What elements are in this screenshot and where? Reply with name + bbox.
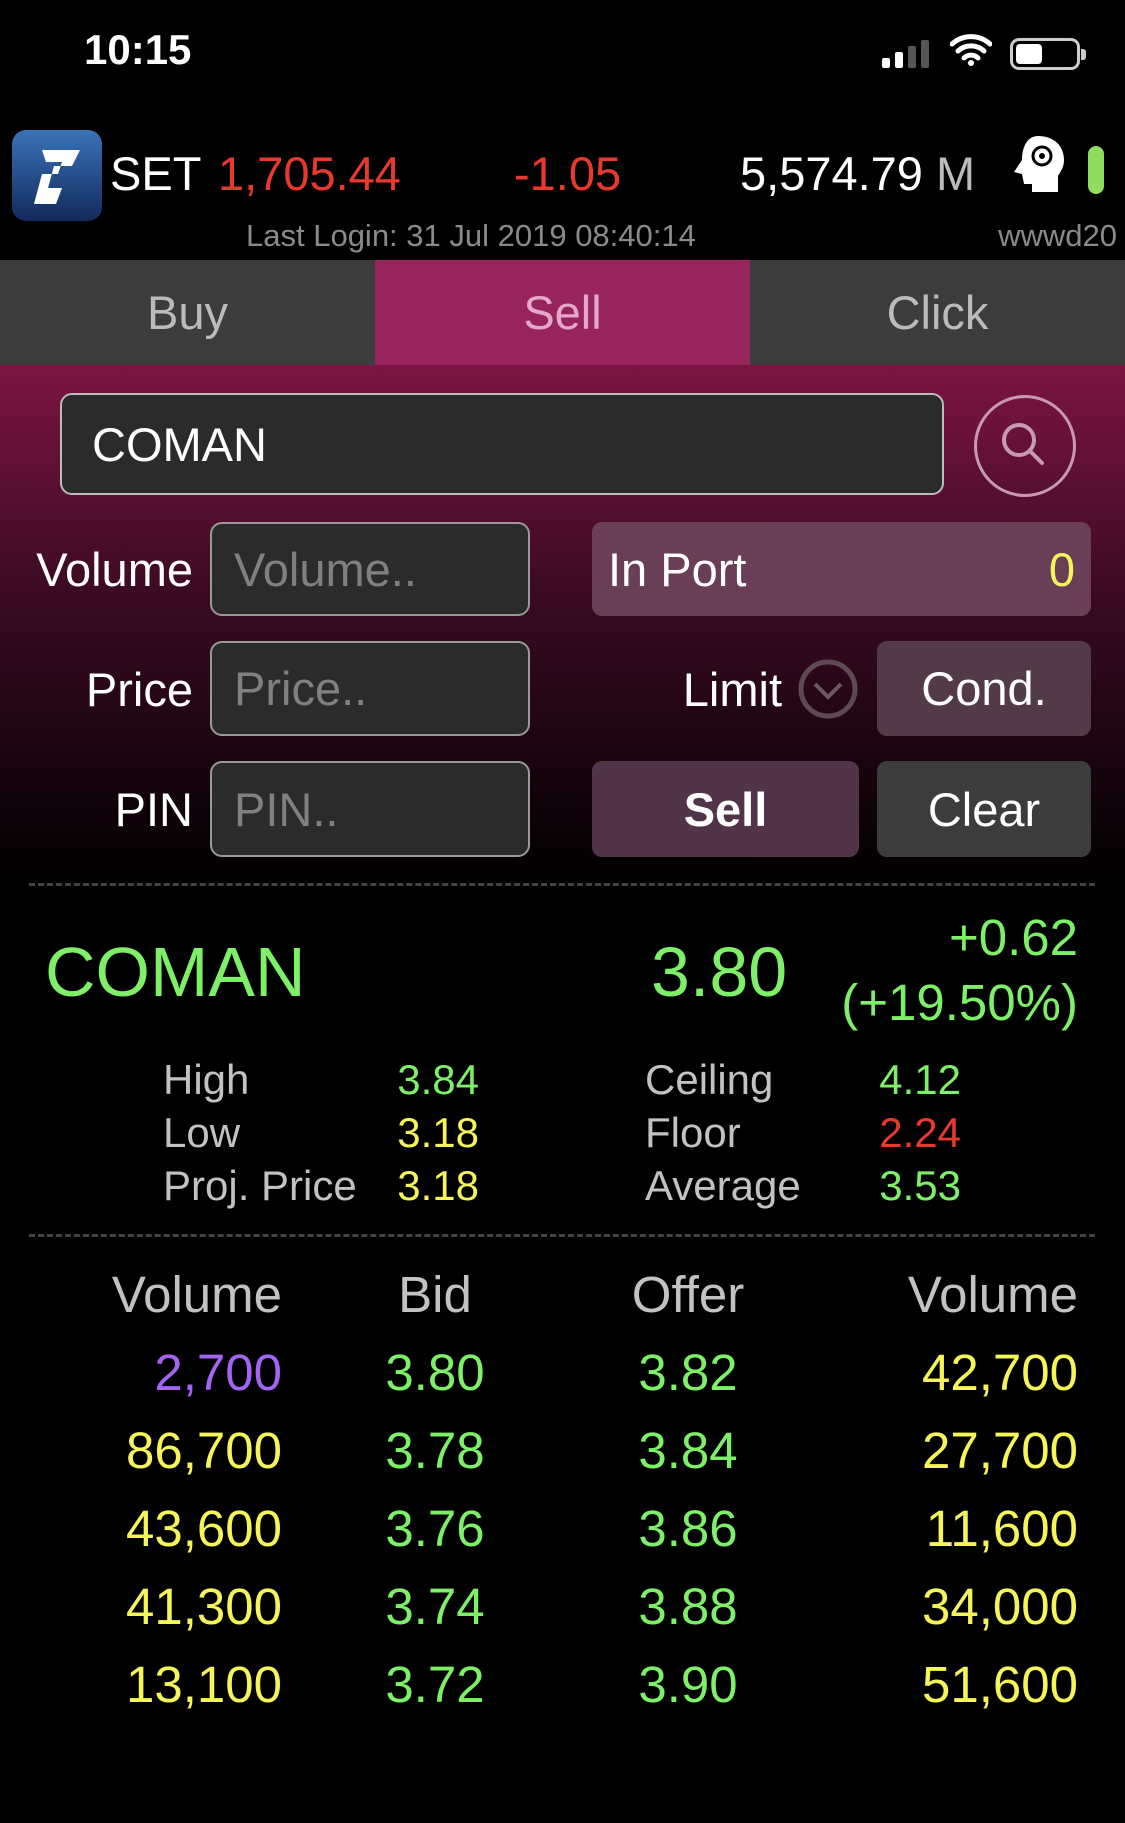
- volume-label: Volume: [36, 543, 193, 596]
- bid-volume: 41,300: [126, 1578, 282, 1635]
- quote-change-pct: (+19.50%): [841, 974, 1078, 1031]
- quote-last-price: 3.80: [651, 933, 788, 1011]
- in-port-value: 0: [1048, 542, 1075, 596]
- order-type-label[interactable]: Limit: [682, 663, 782, 716]
- offer-price[interactable]: 3.88: [638, 1578, 738, 1635]
- offer-price[interactable]: 3.84: [638, 1422, 738, 1479]
- search-icon: [1002, 423, 1044, 465]
- connection-status-icon: [1088, 146, 1104, 194]
- stat-label: High: [163, 1056, 250, 1103]
- app-logo-icon: [12, 130, 102, 221]
- bid-price[interactable]: 3.78: [385, 1422, 485, 1479]
- status-time: 10:15: [84, 26, 192, 73]
- price-label: Price: [85, 663, 193, 716]
- tab-buy[interactable]: Buy: [0, 260, 375, 365]
- quote-change: +0.62: [948, 909, 1078, 966]
- index-change: -1.05: [514, 147, 622, 200]
- turnover-unit: M: [936, 147, 976, 200]
- search-button[interactable]: [974, 395, 1076, 497]
- sell-button[interactable]: Sell: [592, 761, 859, 857]
- tab-sell[interactable]: Sell: [375, 260, 750, 365]
- offer-volume: 27,700: [922, 1422, 1078, 1479]
- divider: [29, 1234, 1095, 1237]
- stat-label: Average: [645, 1162, 801, 1209]
- header-offer: Offer: [631, 1266, 745, 1323]
- offer-price[interactable]: 3.82: [638, 1344, 738, 1401]
- order-tabs: Buy Sell Click: [0, 260, 1125, 365]
- bid-volume: 86,700: [126, 1422, 282, 1479]
- offer-price[interactable]: 3.86: [638, 1500, 738, 1557]
- cond-button[interactable]: Cond.: [877, 641, 1091, 736]
- index-name: SET: [110, 147, 202, 200]
- chevron-down-icon[interactable]: [797, 658, 859, 720]
- in-port-display: In Port 0: [592, 522, 1091, 616]
- index-value: 1,705.44: [218, 147, 401, 200]
- symbol-input[interactable]: COMAN: [60, 393, 944, 495]
- wifi-icon: [950, 34, 992, 66]
- head-gear-icon[interactable]: [1010, 132, 1068, 196]
- bid-price[interactable]: 3.72: [385, 1656, 485, 1713]
- header-bid-volume: Volume: [111, 1266, 282, 1323]
- username: wwwd20: [998, 218, 1117, 253]
- battery-icon: [1010, 38, 1086, 70]
- bid-price[interactable]: 3.74: [385, 1578, 485, 1635]
- pin-label: PIN: [114, 783, 193, 836]
- stat-label: Proj. Price: [163, 1162, 357, 1209]
- stat-value: 3.18: [397, 1109, 479, 1156]
- offer-volume: 51,600: [922, 1656, 1078, 1713]
- bid-price[interactable]: 3.80: [385, 1344, 485, 1401]
- turnover-value: 5,574.79: [740, 147, 923, 200]
- stat-label: Ceiling: [645, 1056, 774, 1103]
- divider: [29, 883, 1095, 886]
- tab-click[interactable]: Click: [750, 260, 1125, 365]
- pin-input[interactable]: PIN..: [210, 761, 530, 857]
- in-port-label: In Port: [608, 542, 747, 596]
- header-offer-volume: Volume: [907, 1266, 1078, 1323]
- bid-volume: 43,600: [126, 1500, 282, 1557]
- stat-label: Floor: [645, 1109, 741, 1156]
- stat-value: 2.24: [879, 1109, 961, 1156]
- last-login: Last Login: 31 Jul 2019 08:40:14: [246, 218, 696, 253]
- stat-label: Low: [163, 1109, 241, 1156]
- header-bid: Bid: [398, 1266, 472, 1323]
- volume-input[interactable]: Volume..: [210, 522, 530, 616]
- stat-value: 3.18: [397, 1162, 479, 1209]
- stat-value: 3.53: [879, 1162, 961, 1209]
- offer-price[interactable]: 3.90: [638, 1656, 738, 1713]
- offer-volume: 42,700: [922, 1344, 1078, 1401]
- clear-button[interactable]: Clear: [877, 761, 1091, 857]
- bid-volume: 13,100: [126, 1656, 282, 1713]
- offer-volume: 11,600: [925, 1500, 1078, 1557]
- bid-volume: 2,700: [154, 1344, 282, 1401]
- stat-value: 3.84: [397, 1056, 479, 1103]
- quote-symbol: COMAN: [45, 933, 306, 1011]
- offer-volume: 34,000: [922, 1578, 1078, 1635]
- stat-value: 4.12: [879, 1056, 961, 1103]
- price-input[interactable]: Price..: [210, 641, 530, 736]
- bid-price[interactable]: 3.76: [385, 1500, 485, 1557]
- cellular-signal-icon: [882, 38, 929, 68]
